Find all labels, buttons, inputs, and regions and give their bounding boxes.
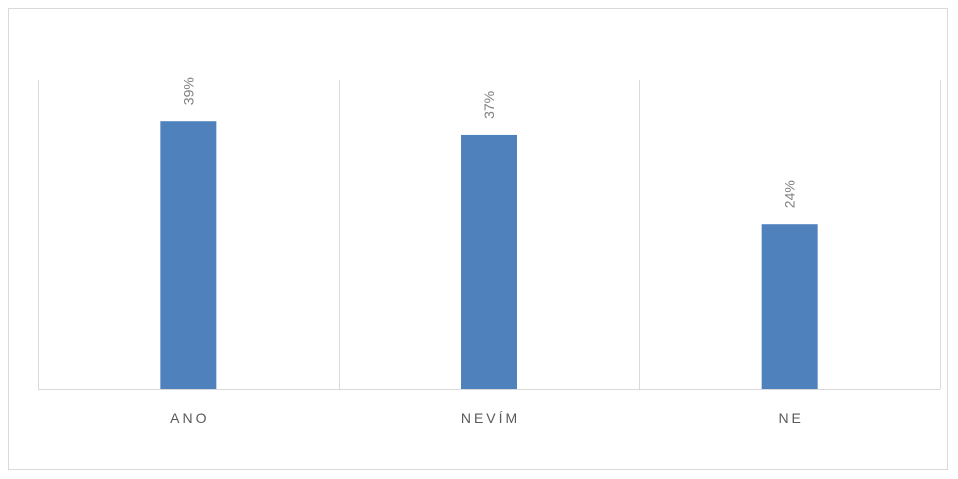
labels: 39% ANO 37% NEVÍM 24% NE xyxy=(170,77,803,426)
gridlines xyxy=(38,80,941,390)
category-label-nevím: NEVÍM xyxy=(461,410,520,426)
data-label-ne: 24% xyxy=(782,180,798,208)
category-label-ne: NE xyxy=(778,410,803,426)
bars xyxy=(160,121,818,389)
bar-nevím xyxy=(461,134,517,389)
data-label-nevím: 37% xyxy=(481,91,497,119)
data-label-ano: 39% xyxy=(180,77,196,105)
bar-ne xyxy=(761,224,818,389)
bar-ano xyxy=(160,121,217,389)
category-label-ano: ANO xyxy=(170,410,209,426)
